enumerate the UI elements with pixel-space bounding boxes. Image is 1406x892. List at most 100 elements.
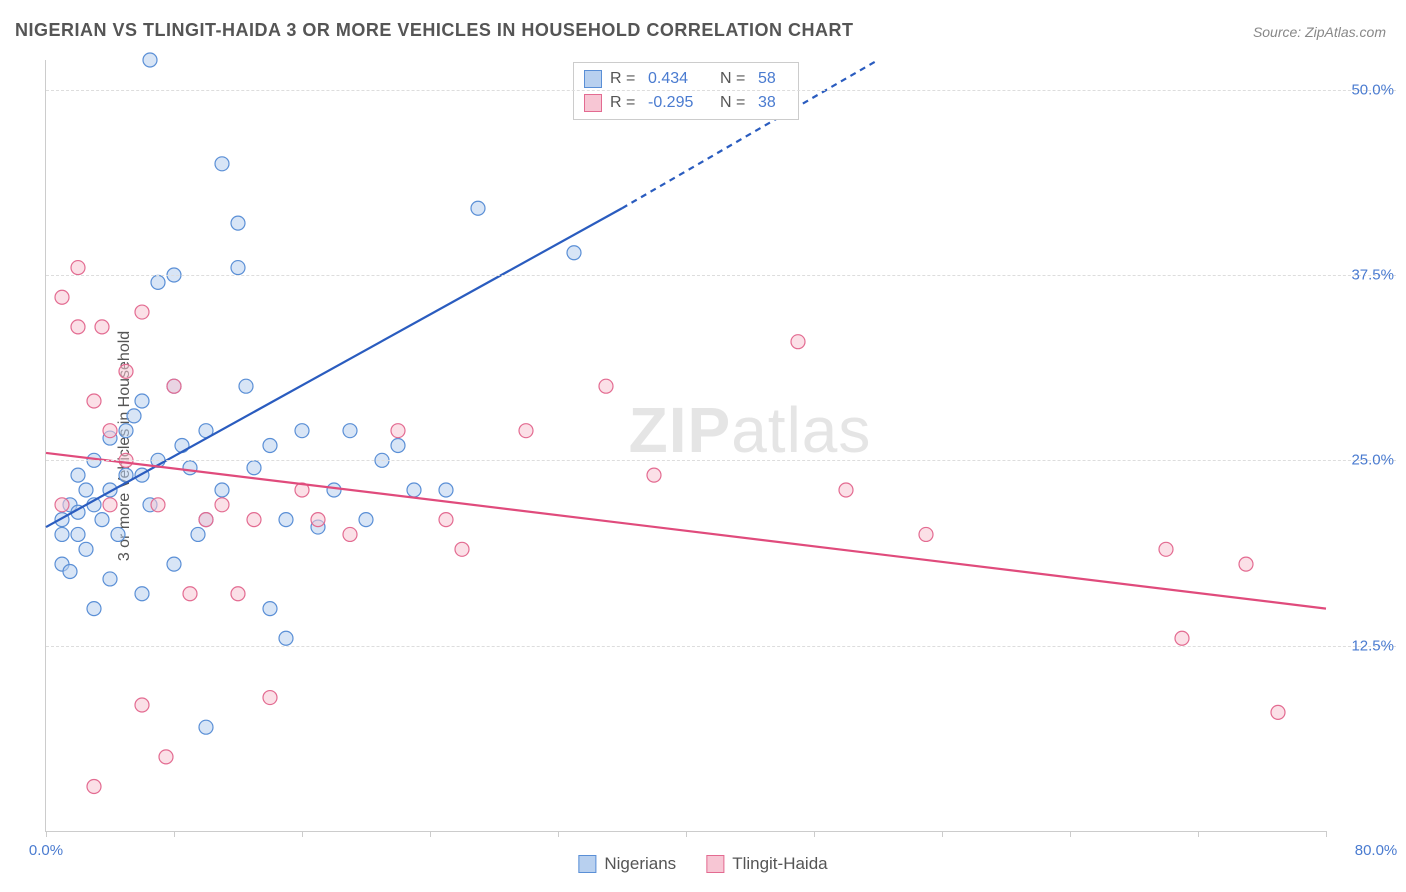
data-point: [231, 587, 245, 601]
data-point: [183, 461, 197, 475]
data-point: [103, 572, 117, 586]
data-point: [295, 424, 309, 438]
legend-n-label: N =: [720, 67, 750, 91]
data-point: [247, 461, 261, 475]
legend-series-label: Nigerians: [604, 854, 676, 874]
data-point: [63, 565, 77, 579]
y-tick-label: 25.0%: [1351, 452, 1394, 469]
gridline: [46, 646, 1396, 647]
data-point: [1239, 557, 1253, 571]
data-point: [119, 424, 133, 438]
legend-r-value: -0.295: [648, 91, 712, 115]
data-point: [103, 424, 117, 438]
data-point: [199, 513, 213, 527]
data-point: [199, 720, 213, 734]
data-point: [151, 498, 165, 512]
legend-r-value: 0.434: [648, 67, 712, 91]
data-point: [71, 527, 85, 541]
data-point: [87, 780, 101, 794]
data-point: [519, 424, 533, 438]
x-tick-label-min: 0.0%: [29, 842, 63, 859]
data-point: [567, 246, 581, 260]
y-tick-label: 50.0%: [1351, 81, 1394, 98]
legend-swatch: [584, 70, 602, 88]
x-tick: [430, 831, 431, 837]
data-point: [151, 275, 165, 289]
data-point: [455, 542, 469, 556]
data-point: [647, 468, 661, 482]
chart-title: NIGERIAN VS TLINGIT-HAIDA 3 OR MORE VEHI…: [15, 20, 854, 41]
data-point: [391, 424, 405, 438]
data-point: [1159, 542, 1173, 556]
x-tick: [174, 831, 175, 837]
data-point: [311, 513, 325, 527]
data-point: [103, 498, 117, 512]
data-point: [439, 483, 453, 497]
data-point: [359, 513, 373, 527]
data-point: [1271, 705, 1285, 719]
data-point: [71, 468, 85, 482]
data-point: [599, 379, 613, 393]
legend-series: Nigerians Tlingit-Haida: [578, 854, 827, 874]
legend-stat-row: R = -0.295 N = 38: [584, 91, 788, 115]
gridline: [46, 275, 1396, 276]
x-tick: [1070, 831, 1071, 837]
data-point: [175, 439, 189, 453]
data-point: [263, 602, 277, 616]
chart-plot-area: ZIPatlas R = 0.434 N = 58 R = -0.295 N =…: [45, 60, 1326, 832]
y-tick-label: 12.5%: [1351, 637, 1394, 654]
legend-stat-row: R = 0.434 N = 58: [584, 67, 788, 91]
gridline: [46, 90, 1396, 91]
data-point: [87, 394, 101, 408]
x-tick: [46, 831, 47, 837]
legend-n-label: N =: [720, 91, 750, 115]
data-point: [95, 513, 109, 527]
data-point: [231, 216, 245, 230]
data-point: [183, 587, 197, 601]
data-point: [215, 498, 229, 512]
data-point: [55, 527, 69, 541]
data-point: [95, 320, 109, 334]
data-point: [407, 483, 421, 497]
data-point: [135, 698, 149, 712]
data-point: [55, 498, 69, 512]
data-point: [135, 305, 149, 319]
data-point: [391, 439, 405, 453]
data-point: [327, 483, 341, 497]
data-point: [167, 557, 181, 571]
legend-n-value: 58: [758, 67, 788, 91]
data-point: [111, 527, 125, 541]
x-tick: [558, 831, 559, 837]
data-point: [55, 290, 69, 304]
data-point: [239, 379, 253, 393]
trend-line: [46, 453, 1326, 609]
legend-swatch: [584, 94, 602, 112]
data-point: [263, 691, 277, 705]
y-tick-label: 37.5%: [1351, 266, 1394, 283]
data-point: [79, 483, 93, 497]
legend-swatch: [578, 855, 596, 873]
legend-n-value: 38: [758, 91, 788, 115]
data-point: [127, 409, 141, 423]
data-point: [167, 379, 181, 393]
data-point: [143, 53, 157, 67]
plot-svg: [46, 60, 1326, 831]
data-point: [215, 157, 229, 171]
data-point: [791, 335, 805, 349]
data-point: [263, 439, 277, 453]
data-point: [343, 424, 357, 438]
x-tick: [814, 831, 815, 837]
data-point: [231, 261, 245, 275]
data-point: [135, 587, 149, 601]
legend-r-label: R =: [610, 91, 640, 115]
legend-stats: R = 0.434 N = 58 R = -0.295 N = 38: [573, 62, 799, 120]
x-tick: [1326, 831, 1327, 837]
data-point: [1175, 631, 1189, 645]
data-point: [919, 527, 933, 541]
data-point: [215, 483, 229, 497]
data-point: [839, 483, 853, 497]
data-point: [439, 513, 453, 527]
x-tick-label-max: 80.0%: [1355, 842, 1398, 859]
legend-swatch: [706, 855, 724, 873]
x-tick: [302, 831, 303, 837]
